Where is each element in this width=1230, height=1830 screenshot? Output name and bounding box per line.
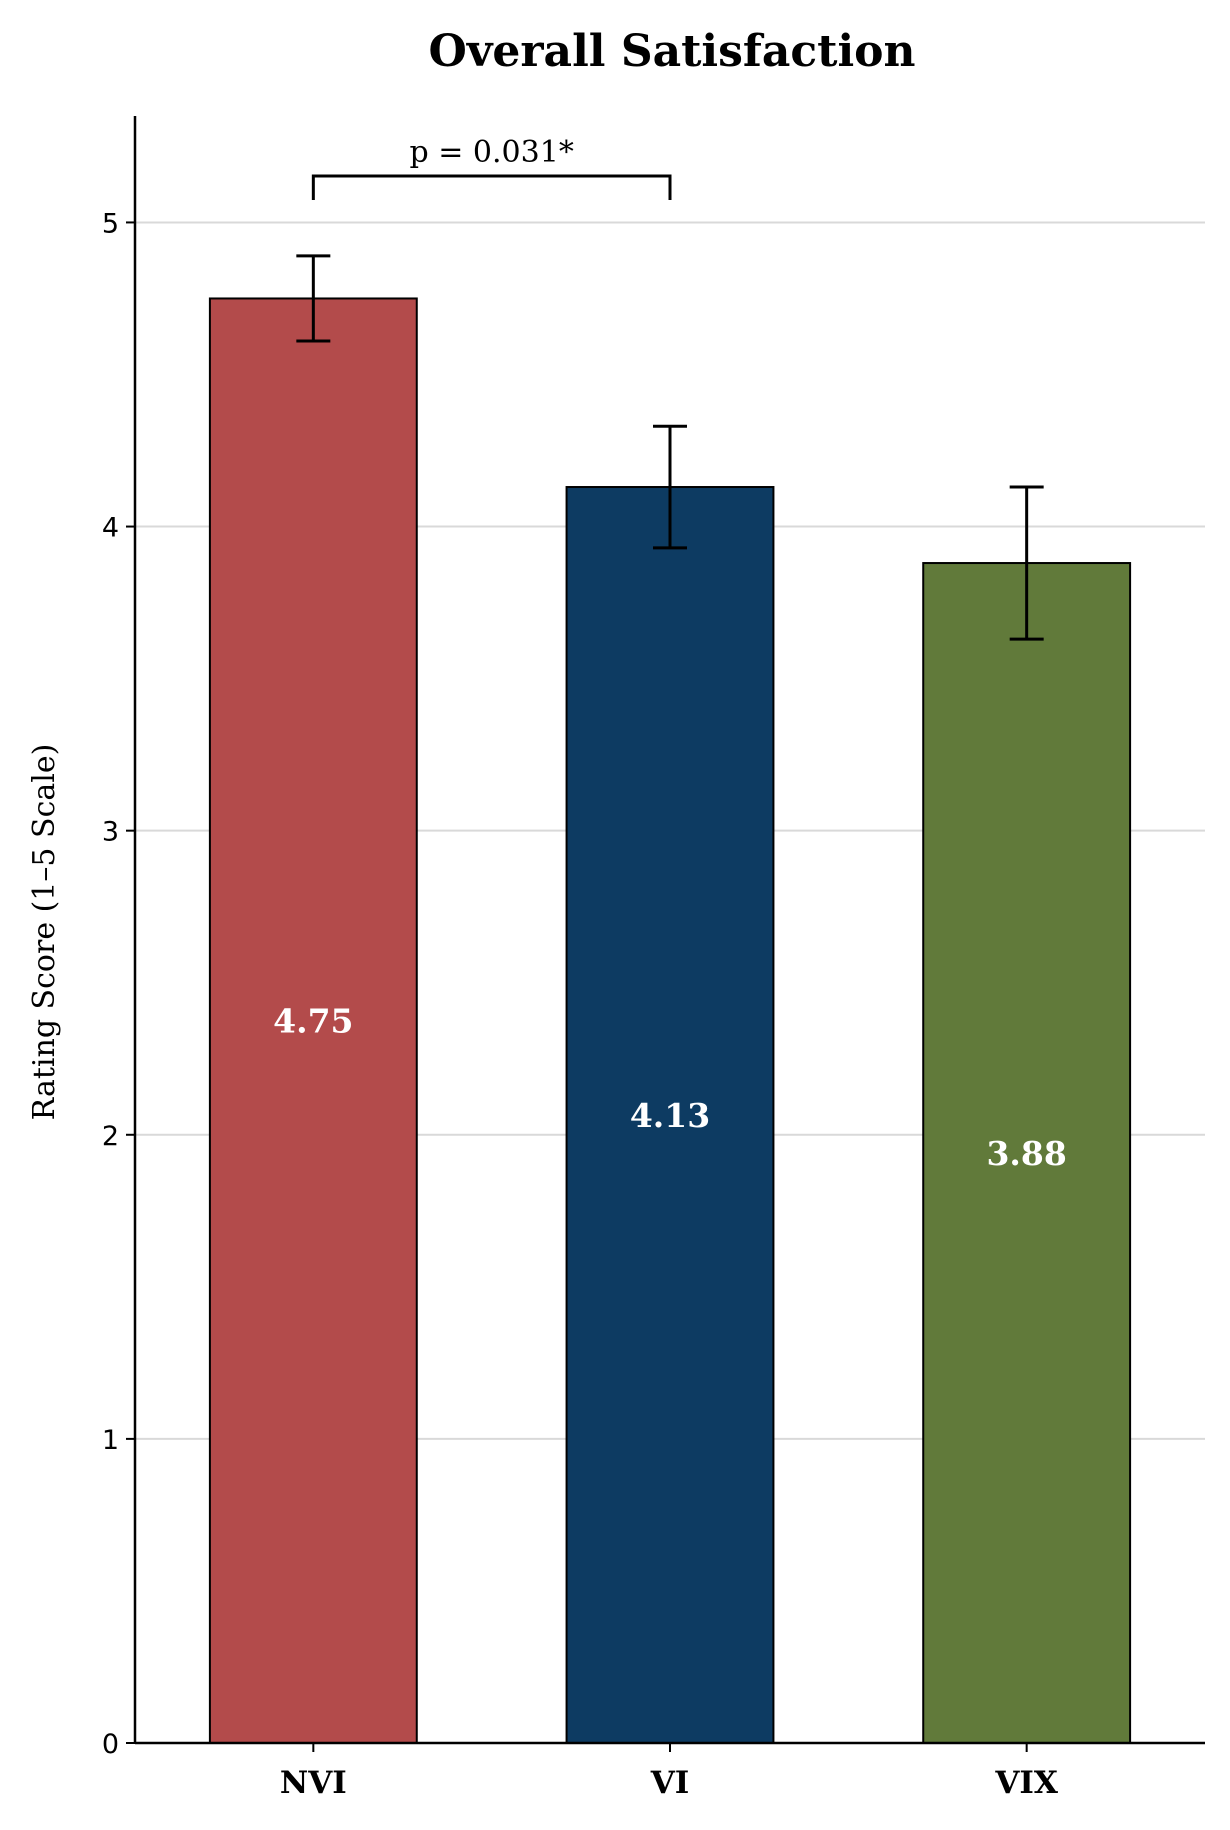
y-tick-label: 0 [102, 1729, 119, 1760]
error-bars [296, 254, 1044, 641]
significance-label: p = 0.031* [410, 135, 574, 170]
axes: 0 1 2 3 4 5 NVI VI VIX [102, 116, 1205, 1801]
bar-vix [922, 562, 1132, 1745]
value-label-vix: 3.88 [986, 1134, 1066, 1173]
y-tick-label: 3 [102, 817, 119, 848]
significance-annotation: p = 0.031* [311, 135, 672, 200]
x-tick-label-vi: VI [650, 1765, 690, 1801]
value-label-vi: 4.13 [630, 1096, 710, 1135]
x-tick-label-vix: VIX [994, 1765, 1059, 1801]
bar-vi [565, 486, 775, 1744]
y-tick-label: 2 [102, 1121, 119, 1152]
error-bar-vix [1009, 485, 1044, 641]
bar-value-labels: 4.75 4.13 3.88 [273, 1002, 1067, 1173]
y-tick-label: 4 [102, 513, 119, 544]
chart-title: Overall Satisfaction [428, 26, 915, 77]
significance-bracket [311, 174, 672, 200]
y-tick-label: 1 [102, 1425, 119, 1456]
bar-nvi [208, 297, 418, 1744]
y-tick-label: 5 [102, 208, 119, 239]
y-axis-label: Rating Score (1–5 Scale) [27, 744, 62, 1121]
value-label-nvi: 4.75 [273, 1002, 353, 1041]
x-tick-label-nvi: NVI [280, 1765, 347, 1801]
bars [208, 297, 1132, 1745]
error-bar-vi [653, 424, 687, 550]
error-bar-nvi [296, 254, 331, 343]
